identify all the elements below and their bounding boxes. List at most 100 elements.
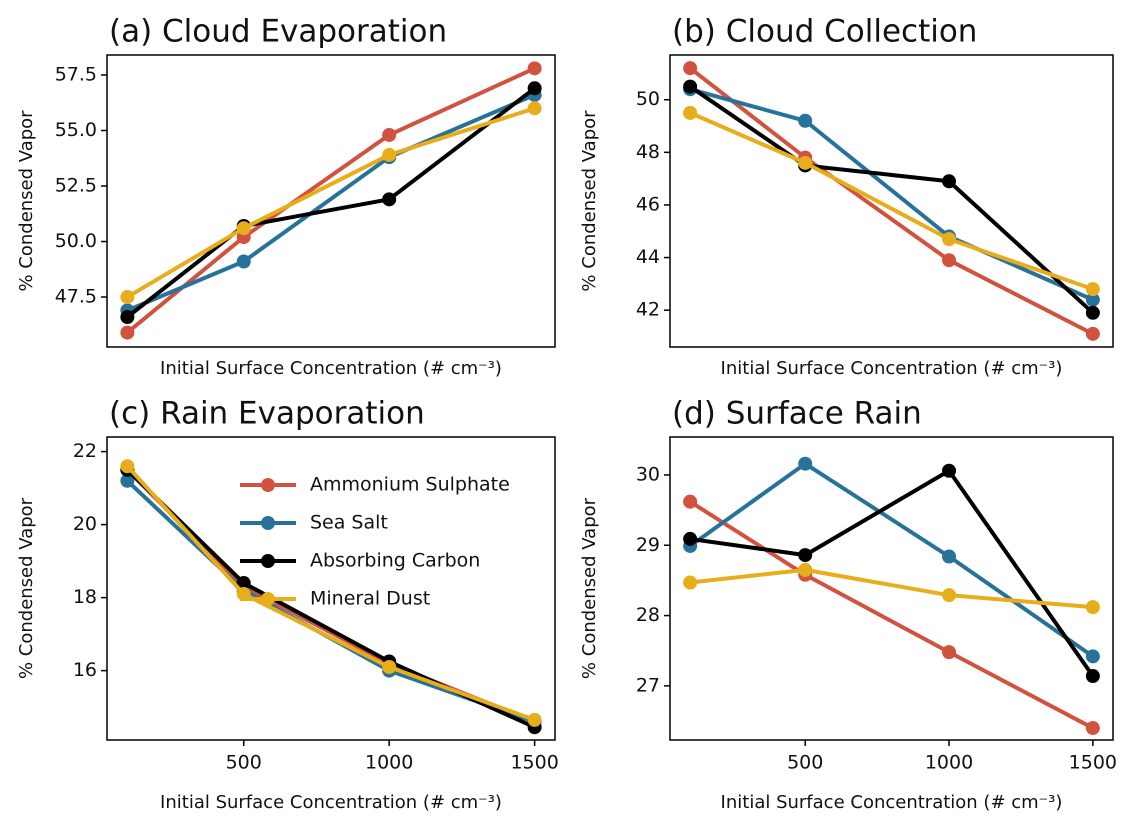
x-tick-label: 1000 [365, 752, 413, 774]
series-line [126, 93, 536, 313]
marker [382, 147, 397, 162]
series-line [689, 567, 1094, 610]
x-axis-label: Initial Surface Concentration (# cm⁻³) [721, 358, 1063, 379]
series-line [689, 84, 1095, 315]
plot-area [120, 61, 542, 340]
marker [942, 232, 957, 247]
legend-label: Absorbing Carbon [310, 550, 480, 572]
marker [1085, 292, 1100, 307]
marker [942, 174, 957, 189]
marker [1085, 721, 1100, 736]
marker [942, 253, 957, 268]
y-tick-label: 47.5 [55, 286, 97, 308]
y-tick-label: 28 [636, 604, 660, 626]
marker [382, 192, 397, 207]
y-tick-label: 50.0 [55, 230, 97, 252]
marker [236, 221, 251, 236]
y-tick-label: 50 [636, 88, 660, 110]
legend-marker [261, 592, 275, 606]
subplot-title: (a) Cloud Evaporation [109, 14, 447, 50]
series-line [126, 86, 536, 319]
marker [1085, 326, 1100, 341]
series-line [689, 499, 1094, 730]
legend-label: Mineral Dust [310, 588, 430, 610]
y-axis-label: % Condensed Vapor [16, 110, 37, 292]
y-axis-label: % Condensed Vapor [579, 110, 600, 292]
y-axis-label: % Condensed Vapor [579, 497, 600, 679]
y-tick-label: 57.5 [55, 63, 97, 85]
marker [382, 659, 397, 674]
marker [683, 61, 698, 76]
marker [236, 254, 251, 269]
series-line [689, 111, 1094, 292]
y-tick-label: 18 [73, 586, 97, 608]
y-tick-label: 52.5 [55, 175, 97, 197]
marker [382, 127, 397, 142]
marker [120, 310, 135, 325]
y-tick-label: 20 [73, 513, 97, 535]
marker [798, 113, 813, 128]
marker [798, 548, 813, 563]
axes-frame [669, 436, 1114, 741]
series-line [125, 464, 536, 722]
marker [683, 531, 698, 546]
y-tick-label: 30 [636, 463, 660, 485]
marker [527, 712, 542, 727]
marker [798, 456, 813, 471]
plot-area [683, 456, 1100, 736]
marker [527, 81, 542, 96]
x-axis-label: Initial Surface Concentration (# cm⁻³) [160, 358, 502, 379]
y-tick-label: 44 [636, 246, 660, 268]
legend-marker [261, 554, 275, 568]
subplot: (a) Cloud Evaporation Initial Surface Con… [16, 14, 556, 379]
y-tick-label: 42 [636, 299, 660, 321]
subplot: (c) Rain Evaporation Initial Surface Conc… [16, 396, 559, 814]
marker [942, 463, 957, 478]
series-line [689, 468, 1095, 678]
marker [683, 494, 698, 509]
marker [120, 459, 135, 474]
subplot-title: (d) Surface Rain [672, 396, 922, 432]
x-tick-label: 1500 [510, 752, 558, 774]
x-tick-label: 1000 [925, 752, 973, 774]
marker [683, 105, 698, 120]
legend-label: Ammonium Sulphate [310, 474, 510, 496]
y-tick-label: 27 [636, 674, 660, 696]
subplot-title: (c) Rain Evaporation [109, 396, 425, 432]
marker [527, 101, 542, 116]
marker [120, 473, 135, 488]
subplot-title: (b) Cloud Collection [672, 14, 977, 50]
axes-frame [106, 436, 556, 741]
y-tick-label: 48 [636, 141, 660, 163]
plot-area [683, 61, 1100, 341]
y-tick-label: 29 [636, 534, 660, 556]
series-line [688, 66, 1094, 336]
y-tick-label: 46 [636, 193, 660, 215]
marker [942, 549, 957, 564]
marker [236, 576, 251, 591]
marker [1085, 305, 1100, 320]
legend-marker [261, 478, 275, 492]
marker [798, 562, 813, 577]
x-tick-label: 500 [787, 752, 823, 774]
marker [942, 588, 957, 603]
y-tick-label: 16 [73, 659, 97, 681]
legend-marker [261, 516, 275, 530]
x-tick-label: 1500 [1069, 752, 1117, 774]
y-tick-label: 22 [73, 440, 97, 462]
subplot: (b) Cloud Collection Initial Surface Conc… [579, 14, 1114, 379]
series-line [688, 461, 1095, 658]
series-line [689, 87, 1094, 302]
marker [798, 155, 813, 170]
marker [1085, 282, 1100, 297]
marker [683, 79, 698, 94]
marker [120, 325, 135, 340]
marker [1085, 600, 1100, 615]
y-tick-label: 55.0 [55, 119, 97, 141]
marker [527, 61, 542, 76]
marker [1085, 649, 1100, 664]
x-axis-label: Initial Surface Concentration (# cm⁻³) [721, 792, 1063, 813]
legend-label: Sea Salt [310, 512, 388, 534]
y-axis-label: % Condensed Vapor [16, 497, 37, 679]
